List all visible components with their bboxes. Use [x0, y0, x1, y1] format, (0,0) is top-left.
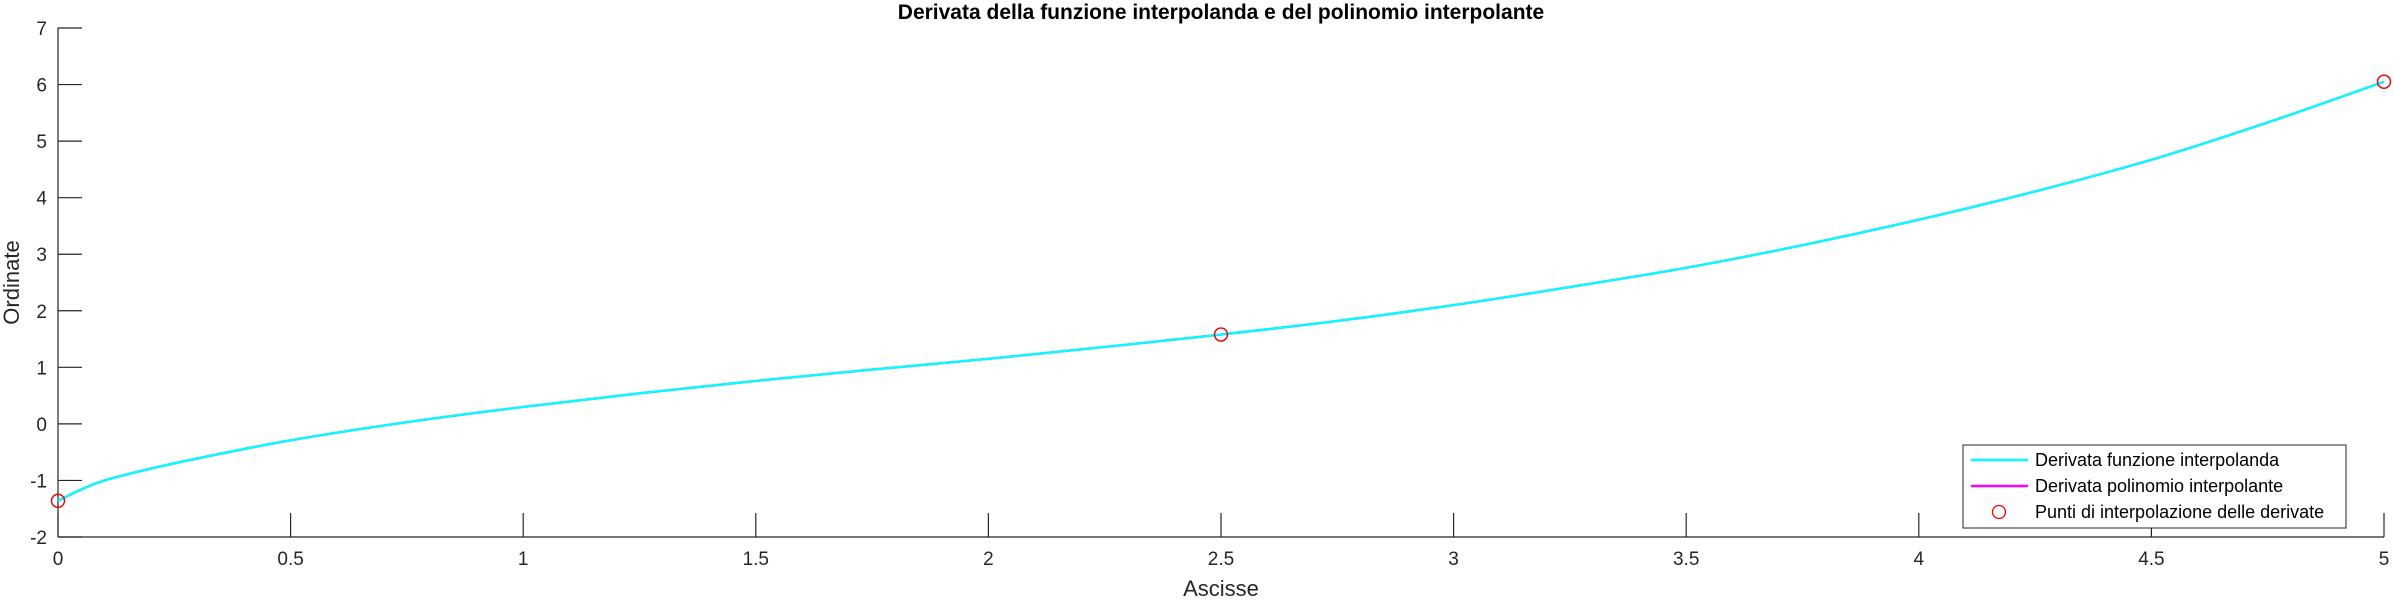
chart-title: Derivata della funzione interpolanda e d…	[898, 1, 1544, 24]
series-line	[57, 80, 2385, 502]
y-tick-label: 2	[36, 302, 47, 323]
x-tick-label: 1.5	[743, 549, 769, 570]
x-tick-label: 1	[518, 549, 529, 570]
interpolation-point	[50, 493, 66, 508]
x-tick-label: 0	[53, 549, 64, 570]
y-tick-label: 6	[36, 76, 47, 97]
x-tick-label: 2.5	[1208, 549, 1234, 570]
y-tick-label: -1	[30, 471, 47, 492]
x-tick-label: 3.5	[1673, 549, 1699, 570]
series-line	[57, 80, 2385, 502]
y-tick-label: 1	[36, 358, 47, 379]
legend: Derivata funzione interpolanda Derivata p…	[1962, 444, 2347, 529]
x-axis-title: Ascisse	[1183, 576, 1259, 600]
y-tick-label: -2	[30, 528, 47, 549]
y-tick-label: 0	[36, 415, 47, 436]
x-tick-label: 3	[1448, 549, 1459, 570]
x-tick-label: 0.5	[277, 549, 303, 570]
y-tick-label: 7	[36, 19, 47, 40]
plot-series	[50, 74, 2392, 508]
y-axis-title: Ordinate	[0, 240, 24, 324]
legend-label: Derivata polinomio interpolante	[2035, 476, 2283, 496]
legend-swatch-marker	[1991, 504, 2007, 520]
legend-label: Derivata funzione interpolanda	[2035, 450, 2280, 470]
y-tick-label: 3	[36, 245, 47, 266]
interpolation-point	[2376, 74, 2392, 89]
y-tick-label: 4	[36, 189, 47, 210]
y-tick-label: 5	[36, 132, 47, 153]
x-tick-label: 4	[1914, 549, 1925, 570]
interpolation-point	[1213, 327, 1229, 342]
axes: 0 0.5 1 1.5 2 2.5 3 3.5 4 4.5 5 -2 -1 0 1 2 3 4 5 6 7	[30, 19, 2389, 570]
x-tick-label: 5	[2379, 549, 2390, 570]
x-tick-label: 4.5	[2138, 549, 2164, 570]
x-tick-label: 2	[983, 549, 994, 570]
legend-label: Punti di interpolazione delle derivate	[2035, 502, 2324, 522]
